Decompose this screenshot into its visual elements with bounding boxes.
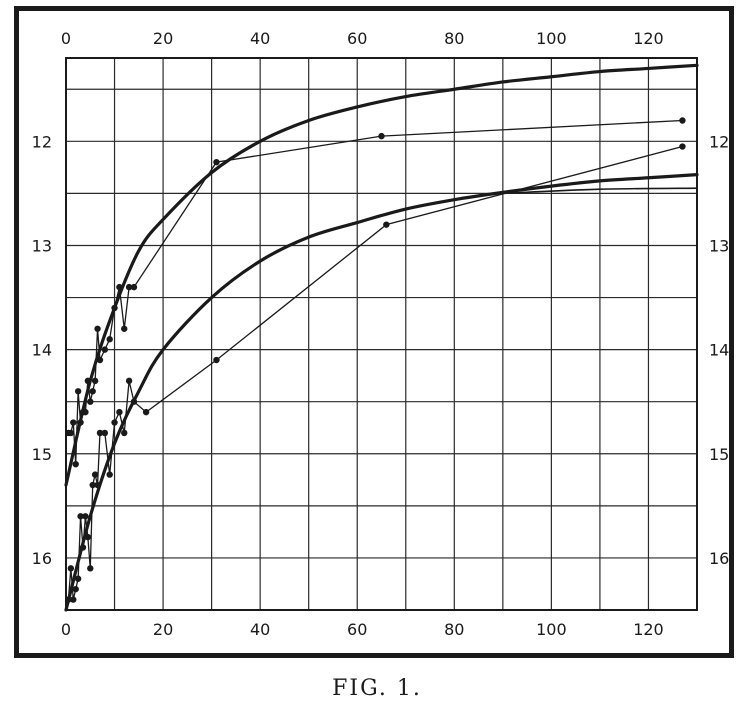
data-point xyxy=(70,596,77,603)
data-point xyxy=(142,408,150,416)
series-observations-0 xyxy=(65,143,686,603)
figure-frame: 0 20 40 60 80 100 120 0 20 40 60 80 100 120 12 13 14 15 16… xyxy=(14,6,734,658)
data-point xyxy=(82,513,89,520)
x-tick-label-bottom: 60 xyxy=(347,620,367,639)
x-tick-label-bottom: 20 xyxy=(153,620,173,639)
data-point xyxy=(125,377,133,385)
data-point xyxy=(213,356,220,364)
y-tick-label-right: 12 xyxy=(709,132,729,151)
plot-border xyxy=(65,57,698,611)
grid xyxy=(65,58,698,611)
data-point xyxy=(74,388,82,395)
x-tick-label-top: 20 xyxy=(153,29,173,48)
y-tick-label-left: 16 xyxy=(32,549,52,568)
data-point xyxy=(106,336,113,343)
y-tick-label-right: 16 xyxy=(709,549,729,568)
data-point xyxy=(96,429,104,437)
data-point xyxy=(679,117,686,124)
data-point xyxy=(130,283,138,291)
data-point xyxy=(121,429,128,437)
data-point xyxy=(72,460,79,468)
x-tick-label-bottom: 100 xyxy=(536,620,567,639)
data-point xyxy=(378,132,385,140)
data-point xyxy=(91,471,99,478)
data-point xyxy=(87,565,94,572)
x-tick-label-bottom: 0 xyxy=(61,620,71,639)
series-fitted-curve-4 xyxy=(502,187,698,195)
data-point xyxy=(89,388,96,395)
y-tick-label-right: 15 xyxy=(709,445,729,464)
y-tick-label-right: 13 xyxy=(709,236,729,255)
x-tick-label-top: 0 xyxy=(61,29,71,48)
y-tick-label-left: 12 xyxy=(32,132,52,151)
x-tick-label-bottom: 80 xyxy=(444,620,464,639)
series-fitted-curve-3 xyxy=(64,173,699,612)
series-layer xyxy=(64,63,699,612)
data-point xyxy=(67,429,75,437)
data-point xyxy=(213,158,220,166)
y-tick-label-left: 13 xyxy=(32,236,52,255)
data-point xyxy=(101,346,109,353)
data-point xyxy=(77,513,84,520)
x-tick-label-top: 80 xyxy=(444,29,464,48)
data-point xyxy=(72,585,79,593)
data-point xyxy=(111,419,118,426)
x-tick-label-top: 60 xyxy=(347,29,367,48)
data-point xyxy=(94,325,101,332)
fitted-curve xyxy=(64,173,699,612)
observation-line xyxy=(68,119,683,465)
data-point xyxy=(116,408,123,416)
series-fitted-curve-2 xyxy=(64,63,699,487)
data-point xyxy=(679,143,686,150)
data-point xyxy=(67,565,75,572)
fitted-curve xyxy=(502,187,698,195)
data-point xyxy=(106,471,113,478)
x-tick-label-top: 120 xyxy=(633,29,664,48)
tick-labels: 0 20 40 60 80 100 120 0 20 40 60 80 100 120 12 13 14 15 16… xyxy=(32,29,730,639)
data-point xyxy=(74,575,82,582)
data-point xyxy=(125,283,133,291)
data-point xyxy=(89,481,96,489)
x-tick-label-top: 100 xyxy=(536,29,567,48)
y-tick-label-left: 14 xyxy=(32,341,52,360)
chart: 0 20 40 60 80 100 120 0 20 40 60 80 100 120 12 13 14 15 16… xyxy=(32,29,730,639)
figure-caption: FIG. 1. xyxy=(332,676,422,701)
observation-line xyxy=(67,145,683,600)
data-point xyxy=(91,377,99,385)
data-point xyxy=(101,429,109,437)
fitted-curve xyxy=(64,63,699,487)
data-point xyxy=(70,419,77,426)
y-tick-label-right: 14 xyxy=(709,341,729,360)
data-point xyxy=(383,221,390,228)
x-tick-label-bottom: 40 xyxy=(250,620,270,639)
x-tick-label-top: 40 xyxy=(250,29,270,48)
y-tick-label-left: 15 xyxy=(32,445,52,464)
data-point xyxy=(121,325,128,332)
data-point xyxy=(87,398,94,405)
x-tick-label-bottom: 120 xyxy=(633,620,664,639)
